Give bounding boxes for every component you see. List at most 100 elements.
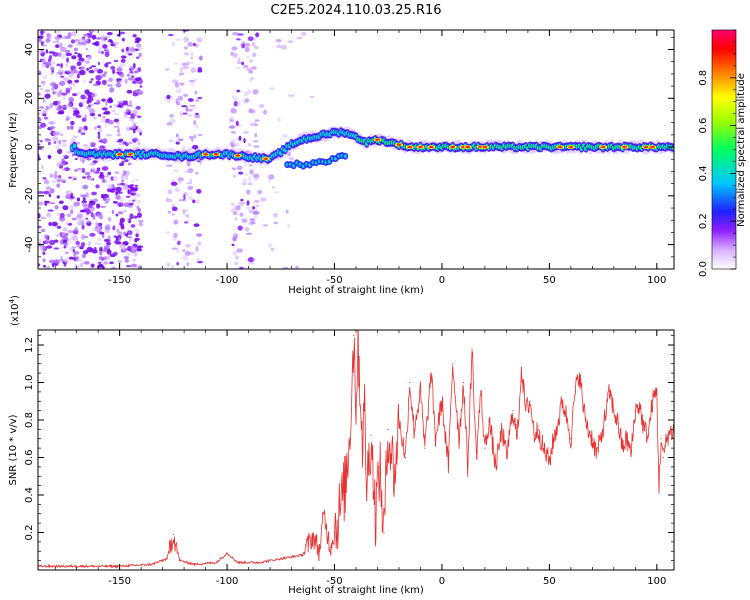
- snr-point: [613, 410, 615, 412]
- speckle-point: [75, 91, 82, 95]
- snr-point: [583, 410, 585, 412]
- x-tick-label: 100: [647, 275, 666, 286]
- snr-point: [505, 456, 508, 459]
- snr-point: [480, 391, 482, 393]
- x-tick-label: 100: [647, 576, 666, 587]
- speckle-point: [127, 189, 130, 195]
- speckle-point: [230, 202, 235, 206]
- speckle-point: [106, 249, 112, 255]
- speckle-point: [243, 138, 246, 144]
- speckle-point: [195, 171, 199, 175]
- x-tick-label: 50: [543, 576, 556, 587]
- speckle-point: [178, 180, 182, 185]
- speckle-point: [70, 120, 75, 126]
- snr-point: [578, 372, 581, 374]
- y-tick-label: 0.4: [24, 487, 35, 503]
- speckle-point: [91, 34, 97, 40]
- speckle-point: [72, 235, 79, 241]
- speckle-point: [117, 211, 124, 215]
- speckle-point: [185, 243, 192, 248]
- speckle-point: [94, 41, 100, 47]
- y-tick-label: 1.0: [24, 375, 35, 391]
- speckle-point: [174, 186, 178, 193]
- speckle-point: [244, 227, 250, 232]
- speckle-point: [122, 102, 129, 106]
- speckle-point: [40, 122, 47, 128]
- speckle-point: [61, 139, 68, 143]
- snr-point: [357, 344, 359, 346]
- speckle-point: [73, 251, 80, 255]
- speckle-point: [253, 121, 258, 125]
- speckle-point: [183, 194, 186, 200]
- speckle-point: [53, 90, 60, 95]
- speckle-point: [249, 164, 253, 167]
- snr-point: [604, 415, 606, 417]
- speckle-point: [76, 41, 83, 47]
- speckle-point: [124, 78, 128, 84]
- speckle-point: [90, 78, 94, 81]
- y-tick-label: -40: [24, 236, 35, 252]
- speckle-point: [115, 213, 119, 217]
- y-tick-label: 1.2: [24, 337, 35, 353]
- y-tick-label: 0.8: [24, 412, 35, 428]
- speckle-point: [138, 222, 143, 227]
- speckle-point: [178, 199, 185, 202]
- speckle-point: [136, 115, 142, 119]
- snr-point: [226, 552, 228, 554]
- speckle-point: [88, 66, 92, 70]
- speckle-point: [42, 74, 48, 79]
- speckle-point: [189, 178, 192, 183]
- speckle-point: [102, 48, 110, 51]
- speckle-point: [88, 103, 95, 107]
- speckle-point: [42, 109, 48, 114]
- speckle-point: [187, 185, 194, 190]
- speckle-point: [197, 133, 203, 137]
- speckle-point: [65, 190, 72, 196]
- snr-point: [574, 391, 576, 393]
- speckle-point: [91, 142, 96, 147]
- speckle-point: [104, 123, 108, 128]
- snr-point: [237, 561, 239, 564]
- speckle-point: [187, 147, 193, 150]
- speckle-point: [182, 93, 188, 97]
- speckle-point: [97, 45, 103, 51]
- speckle-point: [277, 117, 281, 122]
- speckle-point: [129, 70, 134, 74]
- speckle-point: [237, 225, 243, 231]
- speckle-point: [108, 97, 113, 102]
- speckle-point: [119, 73, 125, 78]
- speckle-point: [38, 143, 41, 146]
- speckle-point: [132, 34, 137, 38]
- snr-point: [529, 400, 531, 402]
- speckle-point: [39, 87, 44, 91]
- speckle-point: [197, 68, 203, 73]
- speckle-point: [110, 65, 116, 70]
- speckle-point: [238, 135, 242, 141]
- speckle-point: [45, 49, 49, 54]
- speckle-point: [71, 55, 77, 60]
- speckle-point: [57, 111, 65, 115]
- speckle-point: [38, 49, 44, 54]
- speckle-point: [133, 137, 138, 141]
- speckle-point: [101, 107, 108, 111]
- snr-point: [621, 447, 624, 449]
- speckle-point: [105, 223, 111, 228]
- speckle-point: [81, 224, 85, 230]
- speckle-point: [300, 31, 307, 36]
- speckle-point: [195, 199, 200, 204]
- speckle-point: [242, 64, 249, 68]
- speckle-point: [248, 108, 253, 114]
- colorbar-label: Normalized spectral amplitude: [736, 73, 747, 227]
- speckle-point: [175, 88, 182, 94]
- speckle-point: [131, 119, 135, 124]
- speckle-point: [234, 217, 238, 221]
- speckle-point: [40, 41, 45, 44]
- snr-point: [643, 428, 645, 430]
- speckle-point: [236, 165, 243, 171]
- speckle-point: [58, 200, 64, 204]
- track-hotspot-core: [482, 145, 488, 149]
- speckle-point: [173, 219, 179, 225]
- speckle-point: [233, 101, 238, 107]
- speckle-point: [127, 162, 132, 166]
- speckle-point: [268, 174, 275, 180]
